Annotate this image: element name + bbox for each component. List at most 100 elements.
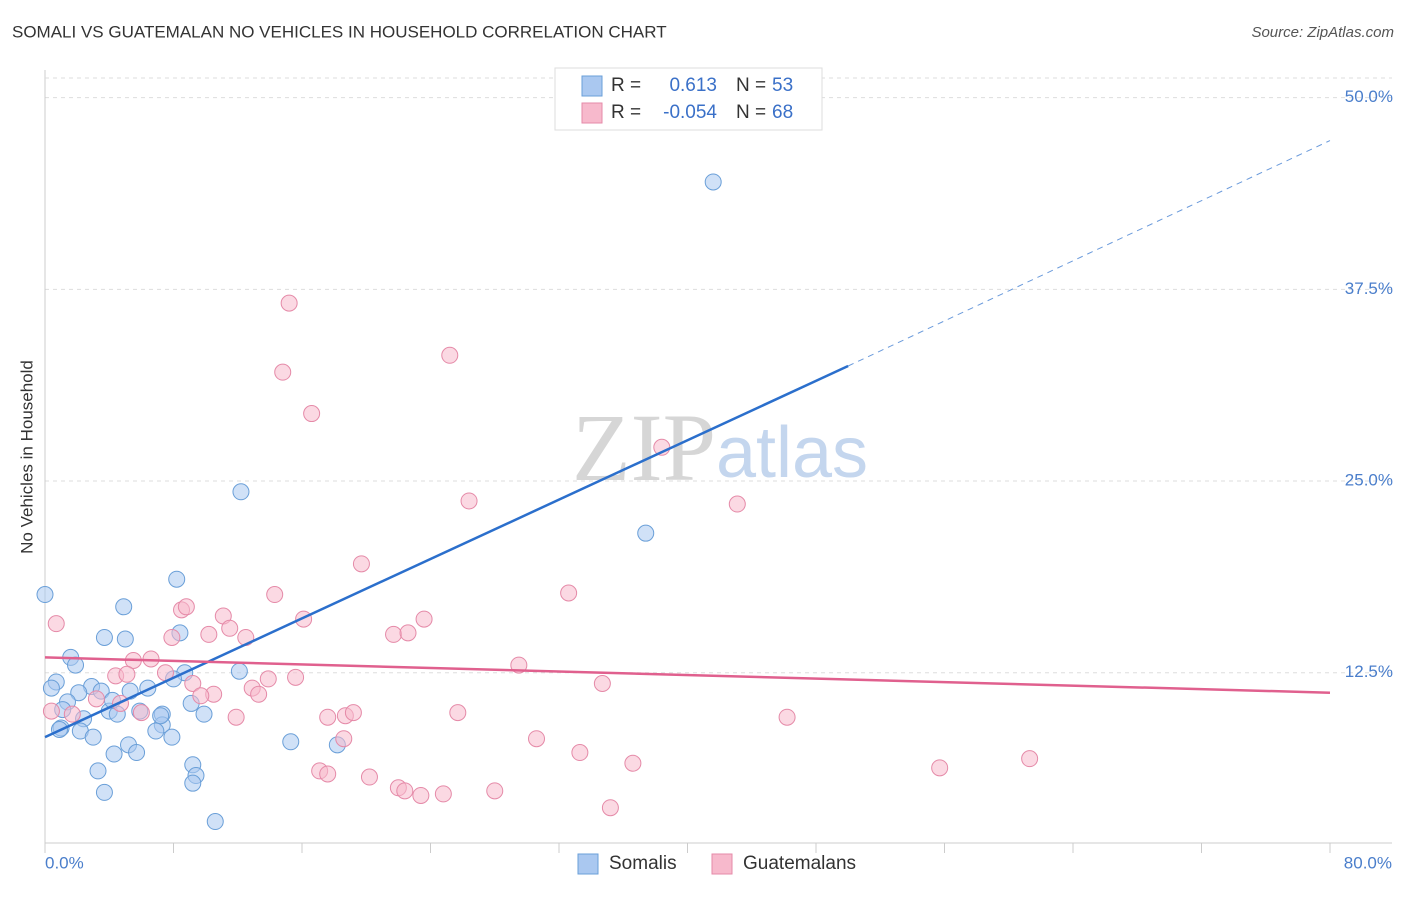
point: [385, 625, 403, 643]
point: [319, 708, 337, 726]
point: [460, 492, 478, 510]
point: [396, 782, 414, 800]
legend-r-label: R =: [611, 102, 641, 123]
legend-n-value: 53: [772, 75, 793, 96]
legend-swatch: [581, 75, 603, 97]
legend-label: Somalis: [609, 853, 677, 874]
point: [89, 762, 107, 780]
point: [42, 679, 60, 697]
point: [47, 615, 65, 633]
point: [778, 708, 796, 726]
legend-n-label: N =: [736, 102, 766, 123]
watermark-atlas: atlas: [716, 413, 868, 493]
y-tick-label: 37.5%: [1345, 279, 1393, 298]
y-axis-label: No Vehicles in Household: [17, 360, 36, 554]
point: [227, 708, 245, 726]
point: [105, 745, 123, 763]
point: [232, 483, 250, 501]
point: [147, 722, 165, 740]
point: [637, 524, 655, 542]
point: [486, 782, 504, 800]
point: [360, 768, 378, 786]
point: [36, 586, 54, 604]
point: [152, 707, 170, 725]
bottom-legend: Somalis Guatemalans: [577, 853, 856, 875]
point: [95, 783, 113, 801]
x-tick-label: 0.0%: [45, 853, 84, 872]
point: [728, 495, 746, 513]
watermark: ZIPatlas: [572, 394, 868, 501]
point: [704, 173, 722, 191]
point: [206, 813, 224, 831]
point: [287, 668, 305, 686]
point: [132, 704, 150, 722]
point: [282, 733, 300, 751]
trend-line: [44, 364, 849, 739]
trend-line-extension: [847, 140, 1331, 367]
point: [42, 702, 60, 720]
legend-swatch: [711, 853, 733, 875]
point: [163, 628, 181, 646]
y-tick-label: 25.0%: [1345, 471, 1393, 490]
point: [259, 670, 277, 688]
point: [274, 363, 292, 381]
point: [70, 684, 88, 702]
point: [95, 628, 113, 646]
y-tick-label: 50.0%: [1345, 87, 1393, 106]
point: [221, 619, 239, 637]
point: [84, 728, 102, 746]
point: [344, 704, 362, 722]
point: [266, 586, 284, 604]
legend-r-value: 0.613: [669, 75, 717, 96]
point: [128, 744, 146, 762]
point: [415, 610, 433, 628]
point: [177, 598, 195, 616]
point: [63, 705, 81, 723]
point: [303, 405, 321, 423]
legend-r-label: R =: [611, 75, 641, 96]
point: [184, 674, 202, 692]
point: [118, 665, 136, 683]
point: [560, 584, 578, 602]
point: [593, 674, 611, 692]
point: [250, 685, 268, 703]
legend-r-value: -0.054: [663, 102, 717, 123]
legend-n-label: N =: [736, 75, 766, 96]
plot-area: 12.5% 25.0% 37.5% 50.0% 0.0% 80.0%: [36, 70, 1393, 872]
legend-swatch: [581, 102, 603, 124]
point: [528, 730, 546, 748]
point: [434, 785, 452, 803]
point: [200, 625, 218, 643]
legend-swatch: [577, 853, 599, 875]
point: [931, 759, 949, 777]
point: [195, 705, 213, 723]
source: Source: ZipAtlas.com: [1251, 24, 1394, 41]
point: [624, 754, 642, 772]
point: [601, 799, 619, 817]
legend-n-value: 68: [772, 102, 793, 123]
point: [116, 630, 134, 648]
point: [441, 346, 459, 364]
x-tick-label: 80.0%: [1344, 853, 1392, 872]
point: [230, 662, 248, 680]
legend-label: Guatemalans: [743, 853, 856, 874]
point: [87, 690, 105, 708]
point: [352, 555, 370, 573]
point: [192, 687, 210, 705]
point: [335, 730, 353, 748]
trend-line: [44, 656, 1331, 694]
point: [184, 774, 202, 792]
point: [115, 598, 133, 616]
point: [280, 294, 298, 312]
point: [571, 744, 589, 762]
point: [399, 624, 417, 642]
point: [163, 728, 181, 746]
point: [319, 765, 337, 783]
chart-title: SOMALI VS GUATEMALAN NO VEHICLES IN HOUS…: [12, 22, 667, 41]
point: [168, 570, 186, 588]
point: [1021, 750, 1039, 768]
y-tick-label: 12.5%: [1345, 662, 1393, 681]
legend: R = 0.613 N = 53 R = -0.054 N = 68: [581, 75, 793, 124]
point: [412, 786, 430, 804]
